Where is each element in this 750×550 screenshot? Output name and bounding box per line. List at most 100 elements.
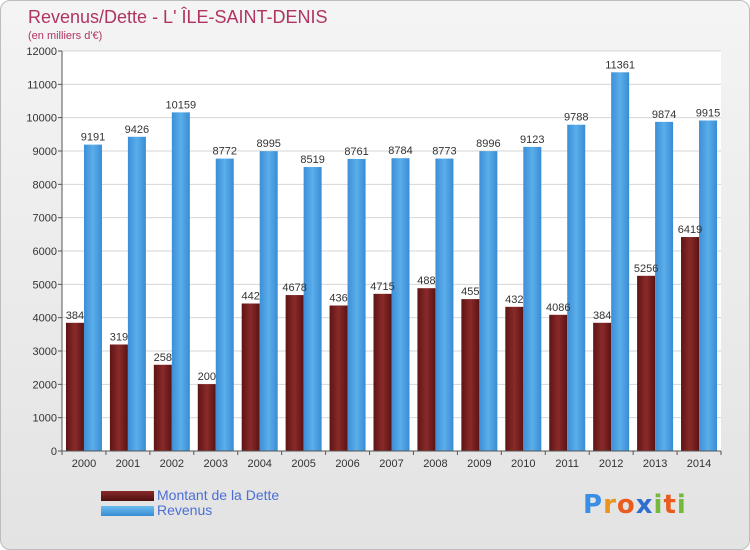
proxiti-logo: Proxiti (583, 490, 687, 520)
bar-dette-2000 (65, 322, 84, 451)
bar-revenus-2000 (83, 144, 102, 451)
bar-revenus-2014 (699, 120, 718, 451)
y-tick-label: 12000 (26, 46, 57, 58)
bar-revenus-2009 (479, 151, 498, 451)
data-label-dette-2005: 4678 (282, 282, 306, 294)
x-tick-label-2005: 2005 (291, 458, 315, 470)
data-label-revenus-2005: 8519 (300, 154, 324, 166)
data-label-dette-2006: 436 (329, 293, 347, 305)
legend-item-revenus: Revenus (101, 503, 279, 518)
bar-revenus-2011 (567, 124, 586, 451)
data-label-dette-2000: 384 (66, 310, 84, 322)
legend-swatch-dette (101, 490, 154, 501)
legend-label-revenus: Revenus (157, 502, 213, 518)
data-label-dette-2009: 455 (461, 286, 479, 298)
bar-dette-2014 (681, 237, 700, 451)
bar-revenus-2006 (347, 158, 366, 451)
data-label-dette-2002: 258 (154, 352, 172, 364)
x-tick-label-2003: 2003 (204, 458, 228, 470)
y-tick-label: 9000 (33, 146, 57, 158)
legend-swatch-revenus (101, 505, 154, 516)
data-label-revenus-2010: 9123 (520, 134, 544, 146)
data-label-dette-2013: 5256 (634, 263, 658, 275)
data-label-revenus-2001: 9426 (125, 124, 149, 136)
data-label-revenus-2012: 11361 (605, 59, 635, 71)
bars-layer (65, 72, 718, 452)
data-label-dette-2010: 432 (505, 294, 523, 306)
bar-dette-2013 (637, 275, 656, 451)
bar-revenus-2010 (523, 146, 542, 451)
data-label-revenus-2013: 9874 (652, 109, 676, 121)
data-label-dette-2007: 4715 (370, 281, 394, 293)
bar-dette-2012 (593, 322, 612, 451)
y-tick-label: 8000 (33, 179, 57, 191)
x-tick-label-2000: 2000 (72, 458, 96, 470)
x-tick-label-2001: 2001 (116, 458, 140, 470)
bar-dette-2009 (461, 299, 480, 451)
y-tick-label: 1000 (33, 413, 57, 425)
data-label-dette-2001: 319 (110, 332, 128, 344)
data-label-revenus-2009: 8996 (476, 138, 500, 150)
bar-dette-2007 (373, 293, 392, 451)
chart-subtitle: (en milliers d'€) (28, 30, 103, 42)
data-label-dette-2004: 442 (242, 291, 260, 303)
bar-dette-2011 (549, 314, 568, 451)
x-tick-label-2013: 2013 (643, 458, 667, 470)
data-label-dette-2003: 200 (198, 371, 216, 383)
bar-revenus-2013 (655, 121, 674, 451)
y-tick-label: 0 (51, 446, 57, 458)
y-tick-label: 7000 (33, 213, 57, 225)
bar-revenus-2012 (611, 72, 630, 452)
y-tick-label: 5000 (33, 279, 57, 291)
data-label-revenus-2014: 9915 (696, 108, 720, 120)
x-tick-label-2006: 2006 (335, 458, 359, 470)
bar-revenus-2005 (303, 167, 322, 452)
data-label-revenus-2004: 8995 (256, 138, 280, 150)
y-tick-label: 3000 (33, 346, 57, 358)
y-tick-label: 6000 (33, 246, 57, 258)
data-label-revenus-2008: 8773 (432, 146, 456, 158)
x-tick-label-2009: 2009 (467, 458, 491, 470)
x-tick-label-2012: 2012 (599, 458, 623, 470)
bar-revenus-2003 (215, 158, 234, 451)
bar-dette-2002 (153, 364, 172, 451)
bar-revenus-2002 (171, 112, 190, 451)
axis-layer: 0 1000 2000 3000 4000 5000 6000 7000 8000 9000 100… (26, 46, 722, 470)
data-label-dette-2012: 384 (593, 310, 611, 322)
bar-dette-2003 (197, 384, 216, 451)
y-tick-label: 11000 (27, 79, 57, 91)
x-tick-label-2014: 2014 (687, 458, 711, 470)
data-label-dette-2014: 6419 (678, 224, 702, 236)
data-label-revenus-2006: 8761 (344, 146, 368, 158)
y-tick-label: 10000 (26, 113, 57, 125)
x-tick-label-2008: 2008 (423, 458, 447, 470)
x-tick-label-2004: 2004 (247, 458, 271, 470)
bar-dette-2001 (109, 344, 128, 451)
x-tick-label-2011: 2011 (555, 458, 579, 470)
legend-item-dette: Montant de la Dette (101, 488, 279, 503)
legend: Montant de la Dette Revenus (101, 488, 279, 518)
bar-dette-2010 (505, 306, 524, 451)
y-tick-label: 4000 (33, 313, 57, 325)
bar-dette-2004 (241, 303, 260, 451)
data-label-revenus-2007: 8784 (388, 145, 412, 157)
chart-title: Revenus/Dette - L' ÎLE-SAINT-DENIS (28, 7, 328, 27)
data-label-revenus-2002: 10159 (166, 99, 197, 111)
labels-layer: 384 9191 319 9426 258 10159 200 8772 442 8995 4678… (66, 59, 720, 383)
data-label-revenus-2011: 9788 (564, 112, 588, 124)
data-label-dette-2008: 488 (417, 275, 435, 287)
data-label-dette-2011: 4086 (546, 302, 570, 314)
bar-revenus-2001 (127, 136, 146, 452)
data-label-revenus-2000: 9191 (81, 132, 105, 144)
x-tick-label-2002: 2002 (160, 458, 184, 470)
bar-dette-2005 (285, 295, 304, 451)
x-tick-label-2007: 2007 (379, 458, 403, 470)
legend-label-dette: Montant de la Dette (157, 487, 280, 503)
bar-revenus-2008 (435, 158, 454, 452)
x-tick-label-2010: 2010 (511, 458, 535, 470)
bar-revenus-2004 (259, 151, 278, 451)
bar-dette-2006 (329, 305, 348, 451)
data-label-revenus-2003: 8772 (213, 146, 237, 158)
